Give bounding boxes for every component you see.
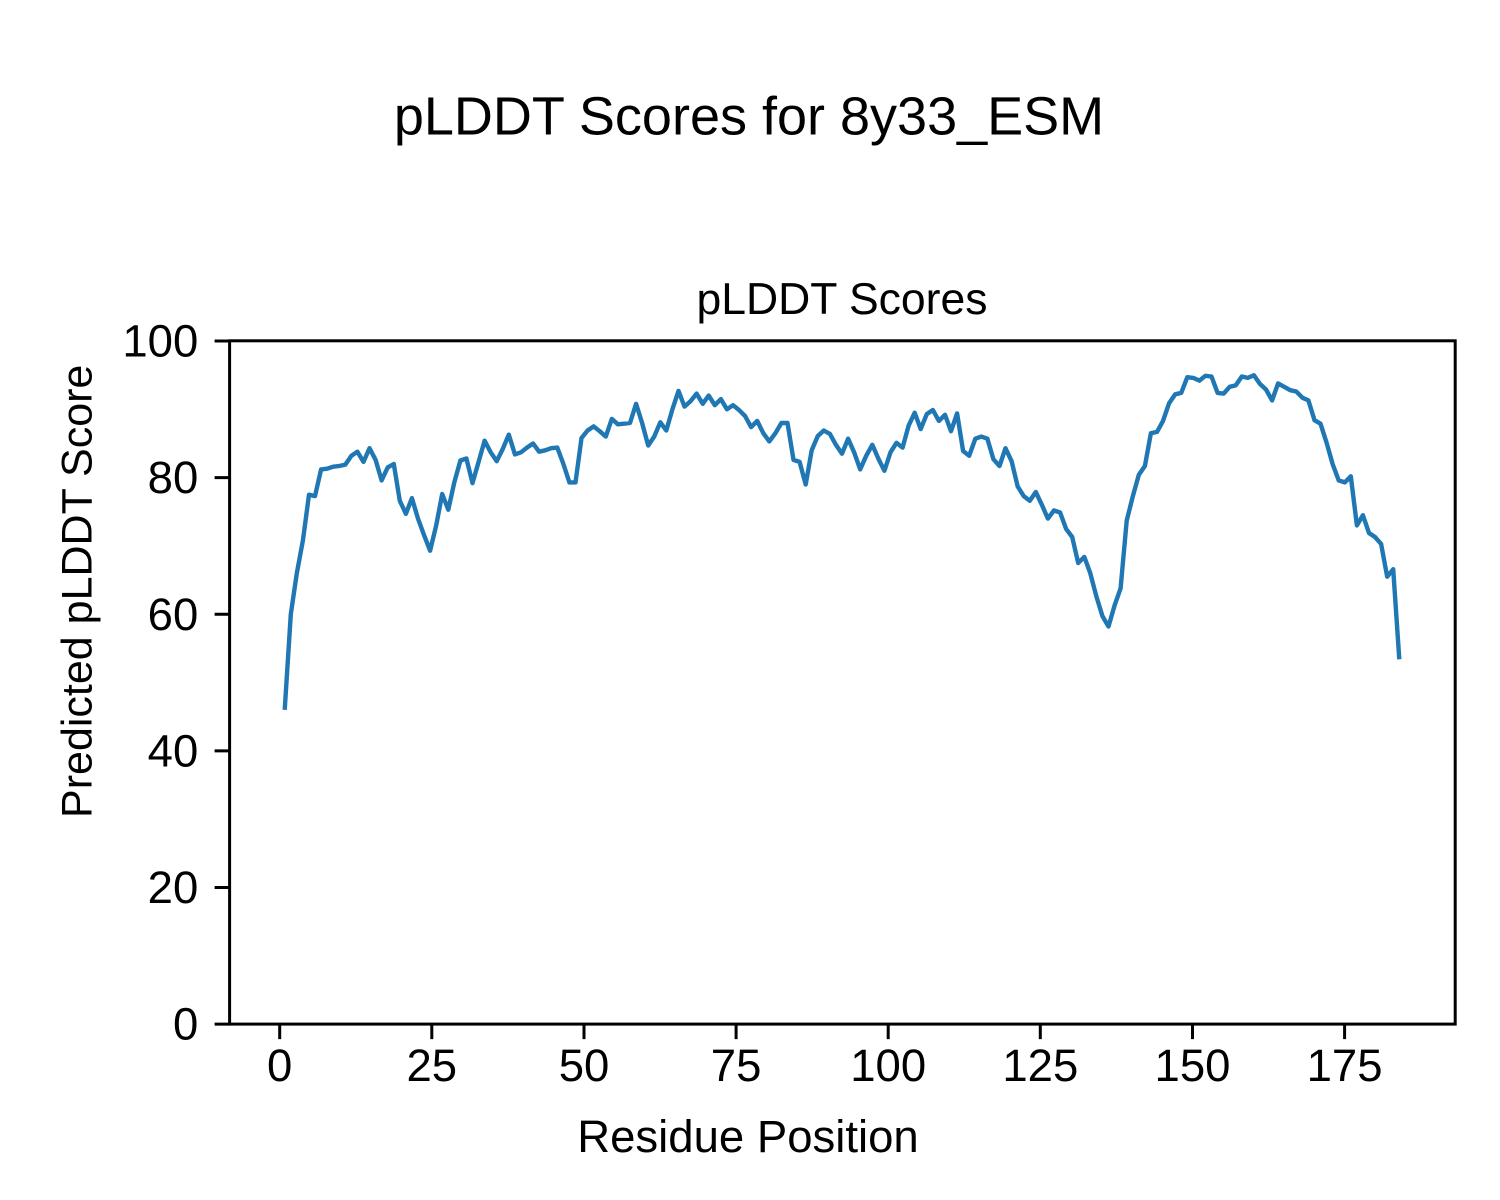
svg-text:Residue Position: Residue Position — [577, 1111, 918, 1162]
svg-text:80: 80 — [148, 452, 199, 503]
svg-text:0: 0 — [173, 999, 198, 1050]
svg-text:100: 100 — [122, 316, 198, 367]
svg-text:0: 0 — [267, 1040, 292, 1091]
svg-text:25: 25 — [406, 1040, 457, 1091]
svg-text:50: 50 — [559, 1040, 610, 1091]
svg-text:175: 175 — [1307, 1040, 1383, 1091]
svg-text:60: 60 — [148, 589, 199, 640]
svg-text:100: 100 — [850, 1040, 926, 1091]
svg-text:125: 125 — [1002, 1040, 1078, 1091]
svg-text:40: 40 — [148, 726, 199, 777]
svg-text:pLDDT Scores for 8y33_ESM: pLDDT Scores for 8y33_ESM — [394, 87, 1104, 147]
svg-text:150: 150 — [1155, 1040, 1231, 1091]
svg-text:Predicted pLDDT Score: Predicted pLDDT Score — [54, 365, 102, 818]
svg-text:pLDDT Scores: pLDDT Scores — [696, 275, 987, 324]
svg-text:20: 20 — [148, 862, 199, 913]
svg-text:75: 75 — [711, 1040, 762, 1091]
